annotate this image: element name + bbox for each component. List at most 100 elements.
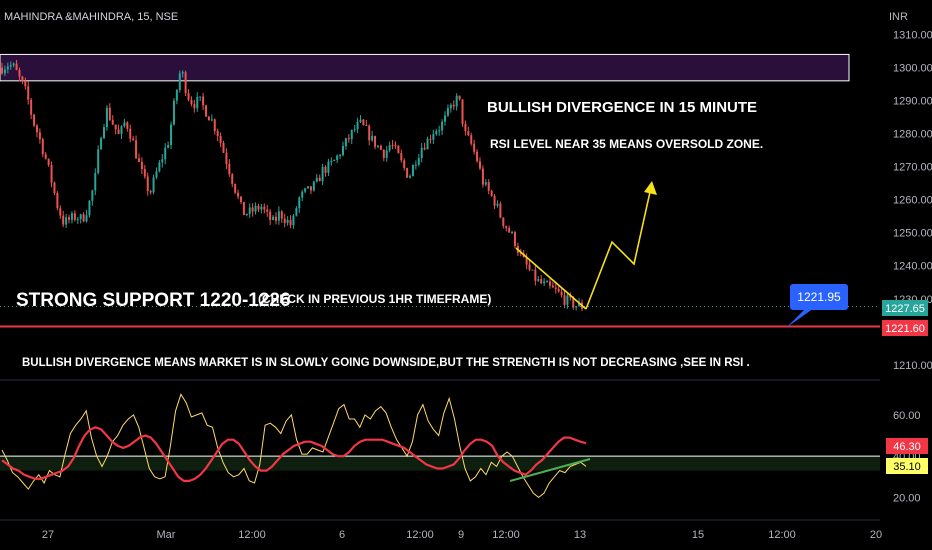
candle-body xyxy=(190,99,193,105)
candle-body xyxy=(318,177,321,182)
candle-body xyxy=(353,129,356,131)
candle-body xyxy=(513,232,516,246)
currency-label: INR xyxy=(889,11,908,23)
candle-body xyxy=(35,125,38,133)
projection-path[interactable] xyxy=(585,182,653,310)
time-tick-label: Mar xyxy=(157,529,176,541)
candle-body xyxy=(452,104,455,107)
candle-body xyxy=(254,205,257,212)
candle-body xyxy=(24,81,27,87)
rsi-ma-badge xyxy=(886,438,928,454)
time-tick-label: 9 xyxy=(458,529,464,541)
candle-body xyxy=(27,86,30,100)
candle-body xyxy=(534,269,537,281)
candle-body xyxy=(307,186,310,189)
candle-body xyxy=(397,145,400,154)
candle-body xyxy=(426,138,429,150)
candle-body xyxy=(368,125,371,141)
projection-arrowhead xyxy=(644,181,657,195)
candle-body xyxy=(496,203,499,206)
candle-body xyxy=(3,69,6,74)
candle-body xyxy=(484,182,487,185)
candle-body xyxy=(546,281,549,283)
candle-body xyxy=(321,166,324,182)
callout-box[interactable] xyxy=(790,284,848,310)
candle-body xyxy=(309,186,312,191)
candle-body xyxy=(376,145,379,147)
candle-body xyxy=(21,76,24,82)
rsi-line xyxy=(1,393,587,499)
candle-body xyxy=(374,135,377,147)
annotation-rsi-note: RSI LEVEL NEAR 35 MEANS OVERSOLD ZONE. xyxy=(490,137,763,151)
candle-body xyxy=(59,208,62,216)
symbol-title: MAHINDRA &MAHINDRA, 15, NSE xyxy=(4,11,178,23)
candle-body xyxy=(566,295,569,305)
candle-body xyxy=(350,129,353,140)
candle-body xyxy=(172,100,175,125)
candle-body xyxy=(245,213,248,216)
candle-body xyxy=(76,219,79,221)
annotation-explanation: BULLISH DIVERGENCE MEANS MARKET IS IN SL… xyxy=(22,357,750,369)
candle-body xyxy=(222,143,225,153)
candle-body xyxy=(292,215,295,226)
candle-body xyxy=(333,159,336,161)
candle-body xyxy=(511,232,514,234)
candle-body xyxy=(237,192,240,197)
price-trendline[interactable] xyxy=(515,247,587,310)
candle-body xyxy=(289,219,292,226)
candle-body xyxy=(100,137,103,150)
price-tick-label: 1290.00 xyxy=(893,96,932,108)
time-axis[interactable]: 27 Mar 12:00 6 12:00 9 12:00 13 15 12:00 20 xyxy=(42,529,882,541)
annotation-support-main: STRONG SUPPORT 1220-1226 xyxy=(16,290,291,311)
candle-body xyxy=(1,67,3,74)
candle-body xyxy=(283,218,286,223)
candle-body xyxy=(548,281,551,286)
candle-body xyxy=(525,257,528,265)
rsi-trendline[interactable] xyxy=(509,458,591,482)
time-tick-label: 13 xyxy=(574,529,586,541)
candle-body xyxy=(105,107,108,128)
resistance-zone[interactable] xyxy=(0,53,850,82)
last-price-badge xyxy=(882,300,928,316)
candle-body xyxy=(394,145,397,147)
candle-body xyxy=(444,115,447,122)
time-tick-label: 27 xyxy=(42,529,54,541)
candle-body xyxy=(537,279,540,281)
candle-body xyxy=(312,181,315,191)
candle-body xyxy=(65,217,68,225)
price-tick-label: 1240.00 xyxy=(893,261,932,273)
candle-body xyxy=(196,97,199,109)
callout-label: 1221.95 xyxy=(797,290,841,304)
candle-body xyxy=(164,147,167,160)
candle-body xyxy=(499,203,502,218)
candle-body xyxy=(15,63,18,70)
last-price-badge-label: 1227.65 xyxy=(885,303,925,315)
time-tick-label: 12:00 xyxy=(492,529,520,541)
candle-body xyxy=(242,201,245,216)
candle-body xyxy=(519,252,522,254)
price-tick-label: 1300.00 xyxy=(893,63,932,75)
candle-body xyxy=(531,269,534,271)
rsi-ma-badge-label: 46.30 xyxy=(893,441,921,453)
candle-body xyxy=(202,96,205,106)
candle-body xyxy=(438,130,441,132)
candle-body xyxy=(435,131,438,135)
candle-body xyxy=(339,155,342,157)
candle-body xyxy=(103,127,106,138)
candle-body xyxy=(219,136,222,144)
candle-body xyxy=(216,131,219,137)
candle-body xyxy=(18,69,21,77)
candle-body xyxy=(143,168,146,177)
candle-body xyxy=(490,190,493,196)
candle-body xyxy=(85,215,88,222)
candle-body xyxy=(327,161,330,173)
candle-body xyxy=(111,119,114,125)
candle-body xyxy=(12,63,15,66)
candle-body xyxy=(508,228,511,233)
callout-pointer xyxy=(786,308,814,328)
candle-body xyxy=(560,291,563,296)
candle-body xyxy=(379,145,382,150)
time-tick-label: 12:00 xyxy=(768,529,796,541)
candle-body xyxy=(175,89,178,101)
